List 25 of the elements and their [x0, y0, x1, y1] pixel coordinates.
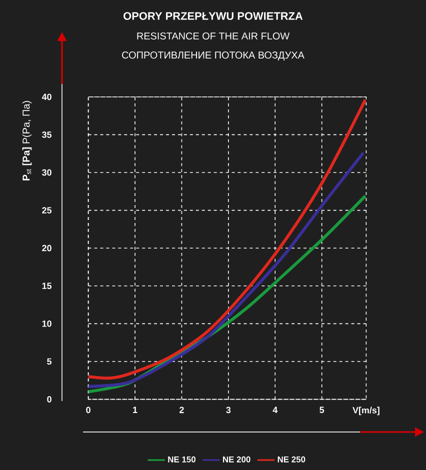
- line-series: [88, 151, 365, 388]
- y-tick-label: 5: [47, 358, 52, 365]
- chart-subtitle: RESISTANCE OF THE AIR FLOW: [137, 32, 290, 40]
- legend-label: NE 200: [222, 456, 250, 462]
- y-tick-label: 40: [42, 94, 52, 100]
- y-tick-label: 20: [42, 244, 52, 252]
- x-axis-title: V[m/s]: [352, 406, 380, 416]
- x-tick-label: 0: [86, 406, 90, 414]
- y-axis-title: P$_{st}$ [Pa] P(Pa, Па): [22, 101, 32, 180]
- text: СОПРОТИВЛЕНИЕ ПОТОКА ВОЗДУХА: [122, 52, 304, 60]
- y-tick-label: 30: [42, 169, 52, 176]
- x-tick-label: 3: [226, 406, 231, 414]
- x-tick-label: 4: [272, 406, 278, 413]
- x-tick-label: 1: [133, 406, 138, 413]
- y-tick-label: 0: [47, 396, 52, 402]
- y-tick-label: 15: [42, 282, 52, 290]
- y-tick-label: 35: [42, 132, 52, 138]
- legend-label: NE 250: [278, 456, 306, 462]
- x-tick-label: 2: [180, 406, 184, 414]
- y-tick-label: 10: [42, 320, 52, 327]
- x-tick-label: 5: [320, 406, 324, 414]
- y-tick-label: 25: [42, 207, 52, 214]
- legend-label: NE 150: [168, 456, 196, 462]
- chart-title: OPORY PRZEPŁYWU POWIETRZA: [124, 12, 303, 20]
- line-series: [88, 98, 366, 380]
